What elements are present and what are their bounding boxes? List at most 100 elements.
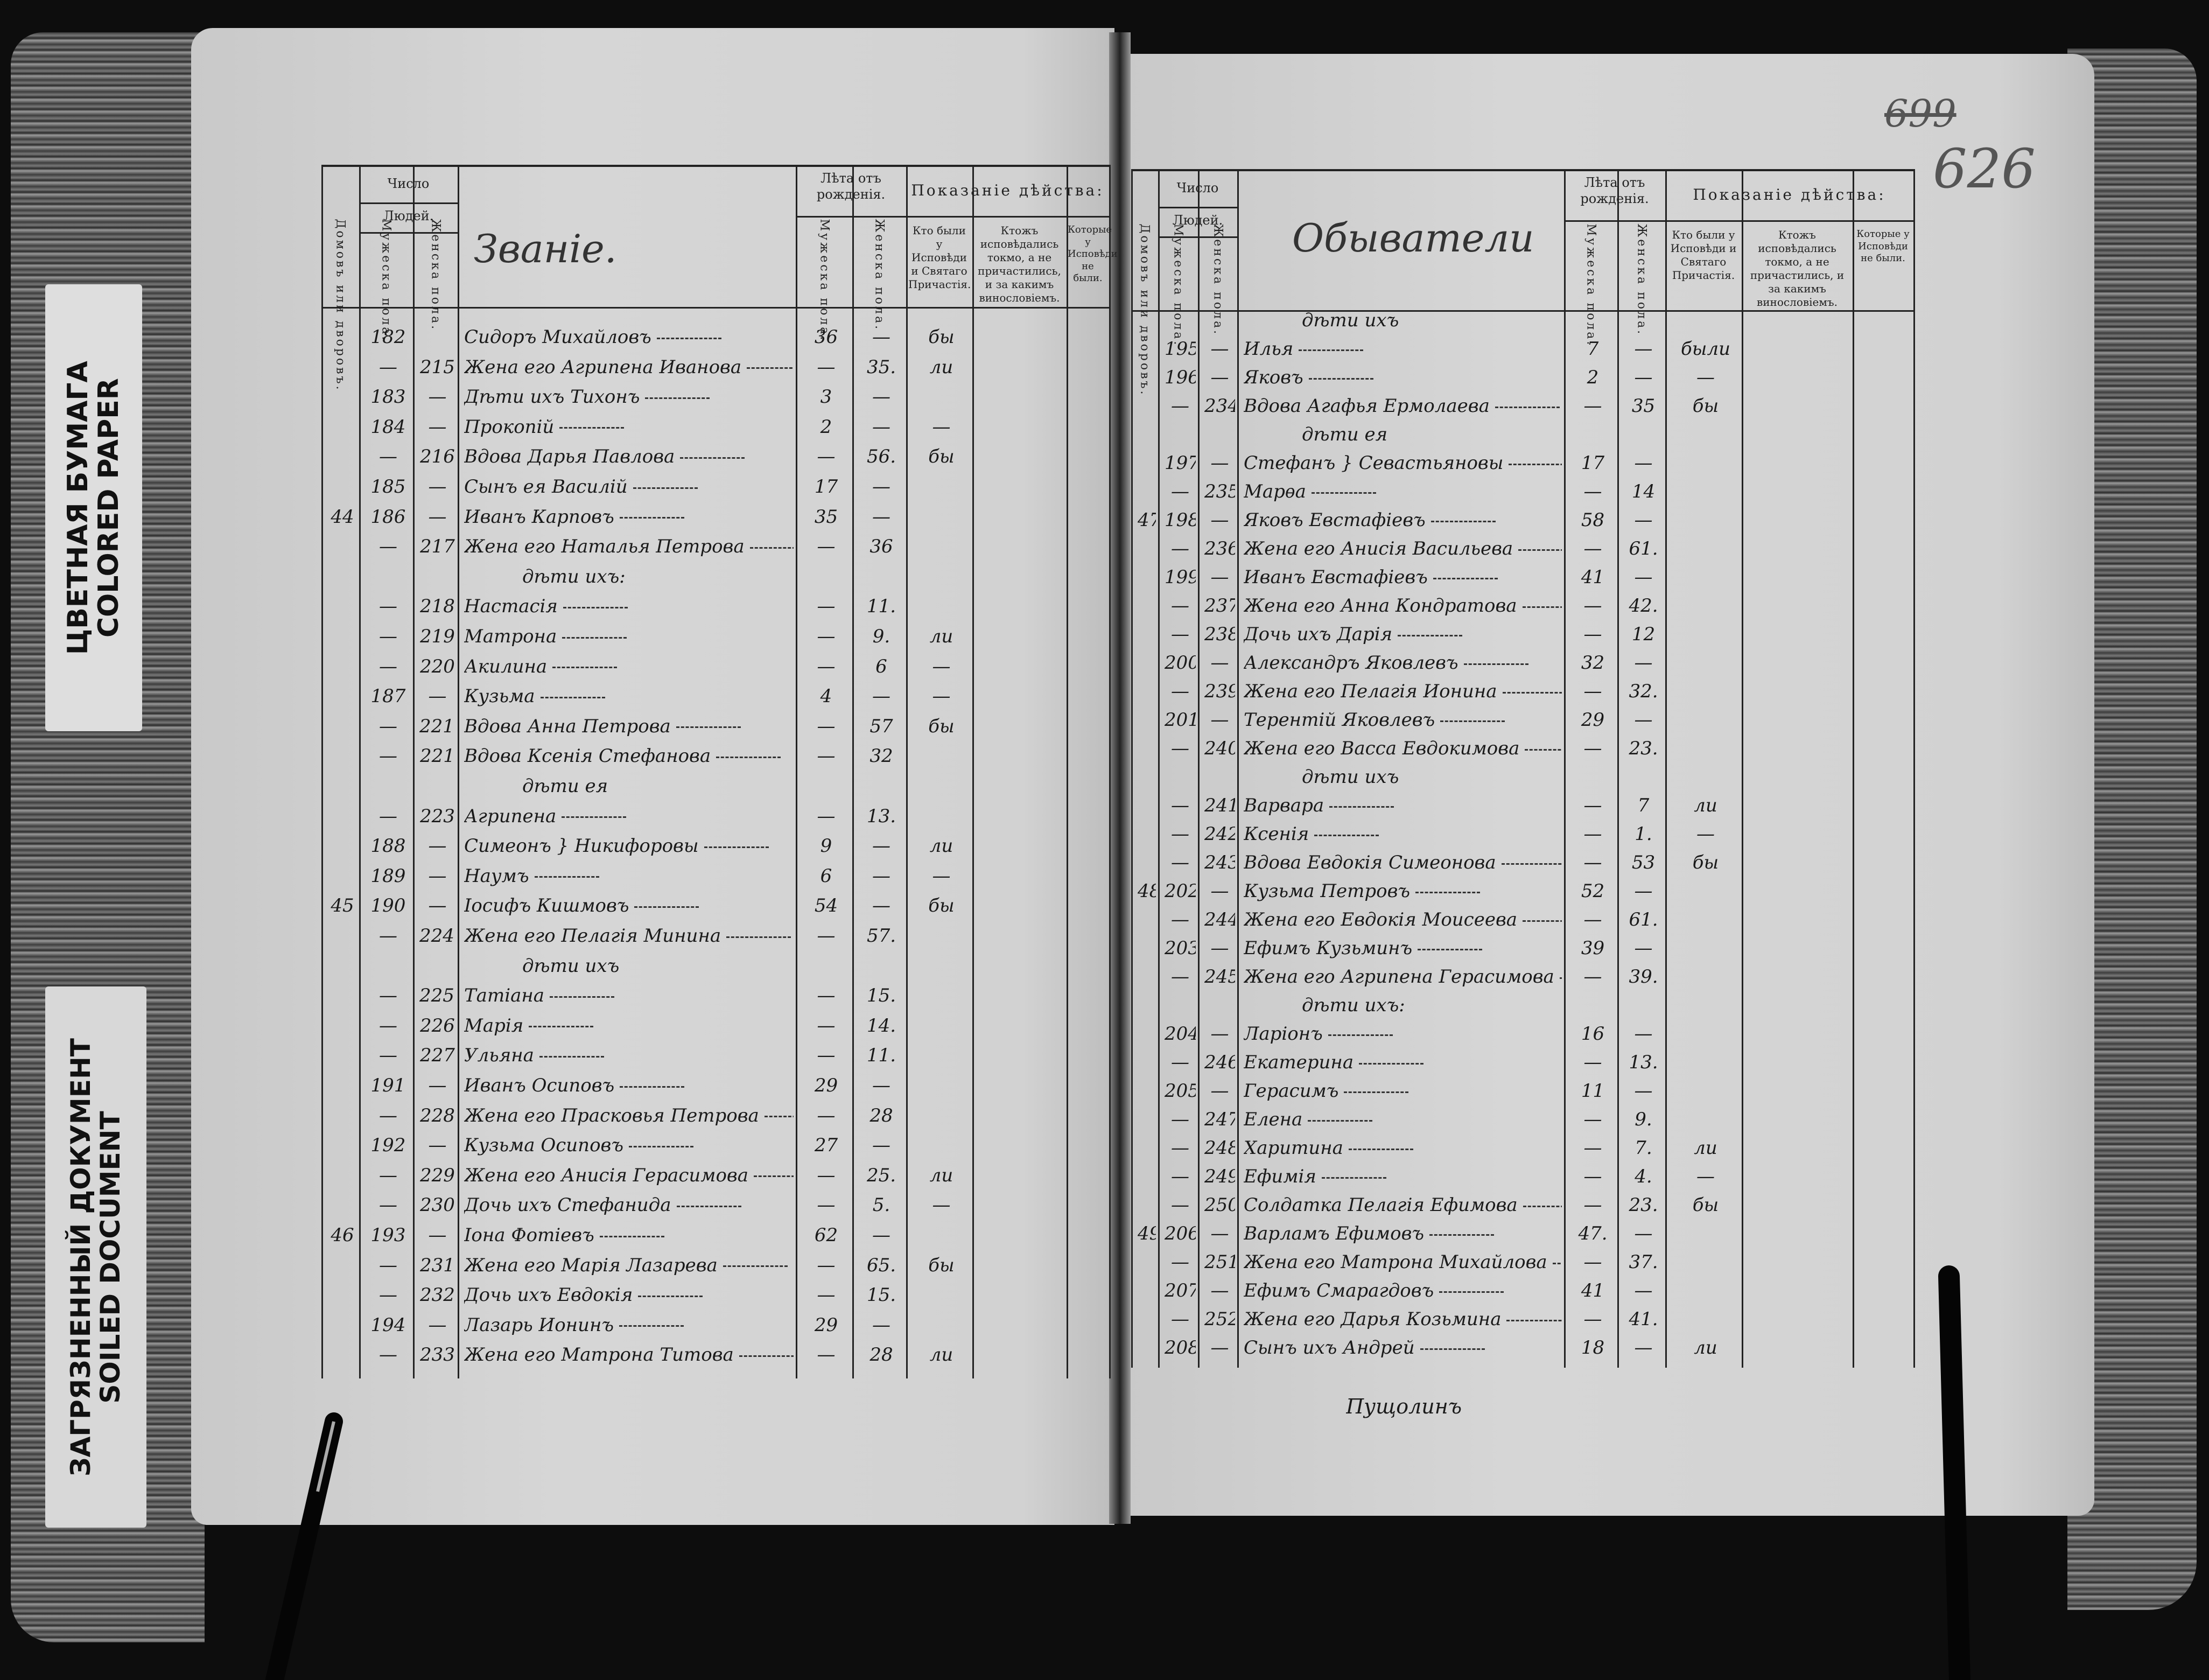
person-name-text: Вдова Дарья Павлова <box>464 446 675 468</box>
left-person-name: Иванъ Осиповъ <box>464 1075 794 1096</box>
right-person-name: дѣти ихъ: <box>1302 995 1562 1016</box>
confession-mark-text: ли <box>1694 795 1717 816</box>
right-female-number: — <box>1204 652 1235 674</box>
person-name-text: Жена его Васса Евдокимова <box>1244 738 1520 759</box>
person-name-text: Дочь ихъ Евдокія <box>464 1284 633 1306</box>
right-female-number: — <box>1204 338 1235 360</box>
female-age-text: 57 <box>869 715 893 737</box>
dash-filler <box>629 1145 693 1147</box>
confession-mark-text: — <box>932 655 951 677</box>
female-age-text: 61. <box>1629 538 1658 559</box>
left-house-number: 45 <box>328 895 357 916</box>
left-confession-mark: — <box>913 416 970 438</box>
right-column-line <box>1198 169 1200 1368</box>
person-name-text: Кузьма <box>464 685 535 708</box>
right-female-number: — <box>1204 1080 1235 1102</box>
female-number-text: — <box>1210 1280 1229 1301</box>
left-male-number: 191 <box>366 1075 411 1096</box>
pen-right <box>1938 1265 1970 1680</box>
left-confession-mark: ли <box>913 356 970 378</box>
male-number-text: — <box>1171 395 1189 417</box>
right-person-name: Екатерина <box>1244 1052 1562 1073</box>
left-male-age: — <box>802 536 850 557</box>
male-number-text: — <box>379 1344 397 1366</box>
male-number-text: 188 <box>370 835 406 857</box>
left-male-number: 188 <box>366 835 411 857</box>
female-number-text: 226 <box>420 1014 455 1037</box>
left-female-age: 15. <box>859 1284 904 1306</box>
male-number-text: 192 <box>370 1135 406 1157</box>
left-column-line <box>1067 165 1068 1378</box>
left-confession-mark: бы <box>913 326 970 348</box>
left-confession-mark: бы <box>913 1255 970 1276</box>
left-female-age: 11. <box>859 1045 904 1066</box>
male-number-text: — <box>1171 823 1189 845</box>
left-person-name: Кузьма Осиповъ <box>464 1135 794 1156</box>
person-name-text: Жена его Пелагія Ионина <box>1244 681 1497 702</box>
left-male-number: — <box>366 925 411 947</box>
person-name-text: Матрона <box>464 626 557 647</box>
person-name-text: Иванъ Евстафіевъ <box>1244 566 1428 588</box>
dash-filler <box>1418 948 1483 950</box>
left-male-age: — <box>802 1015 850 1037</box>
right-female-number: — <box>1204 709 1235 731</box>
male-age-text: 17 <box>814 476 838 498</box>
right-male-number: — <box>1165 538 1196 559</box>
left-person-name: дѣти ихъ: <box>522 566 794 587</box>
male-age-text: 2 <box>1587 367 1599 388</box>
left-confession-mark: — <box>913 685 970 707</box>
female-age-text: — <box>1634 1337 1653 1359</box>
male-number-text: 202 <box>1165 880 1196 902</box>
female-number-text: — <box>428 685 447 708</box>
female-age-text: 15. <box>866 1284 896 1306</box>
left-confession-mark: — <box>913 865 970 887</box>
female-age-text: 9. <box>872 626 890 647</box>
female-number-text: 244 <box>1204 909 1235 930</box>
right-male-number: — <box>1165 966 1196 988</box>
male-number-text: — <box>1171 1109 1189 1130</box>
house-number-text: 44 <box>331 506 354 528</box>
female-number-text: 251. <box>1204 1251 1235 1273</box>
male-number-text: — <box>1171 1194 1189 1216</box>
male-age-text: 58 <box>1581 509 1605 531</box>
right-male-number: 206 <box>1165 1223 1196 1244</box>
female-age-text: 36 <box>869 536 893 558</box>
male-age-text: — <box>817 536 836 558</box>
left-male-age: 6 <box>802 865 850 887</box>
dash-filler <box>1559 977 1562 979</box>
female-number-text: 248 <box>1204 1137 1235 1159</box>
left-female-age: 28 <box>859 1344 904 1366</box>
left-male-number: — <box>366 745 411 767</box>
left-female-age: — <box>859 1135 904 1156</box>
right-female-age: 37. <box>1624 1251 1663 1273</box>
person-name-text: Татіана <box>464 985 544 1007</box>
person-name-text: Настасія <box>464 596 558 618</box>
male-number-text: 183 <box>370 386 406 408</box>
dash-filler <box>599 1235 664 1237</box>
female-age-text: 13. <box>866 805 896 827</box>
left-male-number: — <box>366 1255 411 1276</box>
dash-filler <box>1329 806 1394 808</box>
male-age-text: 27 <box>814 1135 838 1157</box>
person-name-text: Сынъ ея Василій <box>464 476 628 498</box>
male-number-text: — <box>1171 681 1189 702</box>
right-person-name: Дочь ихъ Дарія <box>1244 624 1562 645</box>
left-person-name: Вдова Дарья Павлова <box>464 446 794 467</box>
dash-filler <box>1429 1234 1495 1236</box>
female-number-text: 219 <box>420 626 455 647</box>
left-female-age: 25. <box>859 1165 904 1186</box>
dash-filler <box>1525 748 1562 751</box>
male-number-text: — <box>379 805 397 827</box>
female-number-text: 227 <box>420 1045 455 1067</box>
female-number-text: 225. <box>419 985 455 1007</box>
dash-filler <box>704 846 769 848</box>
left-female-age: — <box>859 1314 904 1336</box>
right-female-age: 13. <box>1624 1052 1663 1073</box>
male-age-text: 41 <box>1581 1280 1605 1301</box>
right-person-name: Яковъ <box>1244 367 1562 388</box>
female-number-text: 242 <box>1204 823 1235 845</box>
right-person-name: Жена его Пелагія Ионина <box>1244 681 1562 702</box>
left-female-age: 56. <box>859 446 904 467</box>
person-name-text: дѣти ея <box>522 775 608 797</box>
house-number-text: 46 <box>331 1224 354 1246</box>
